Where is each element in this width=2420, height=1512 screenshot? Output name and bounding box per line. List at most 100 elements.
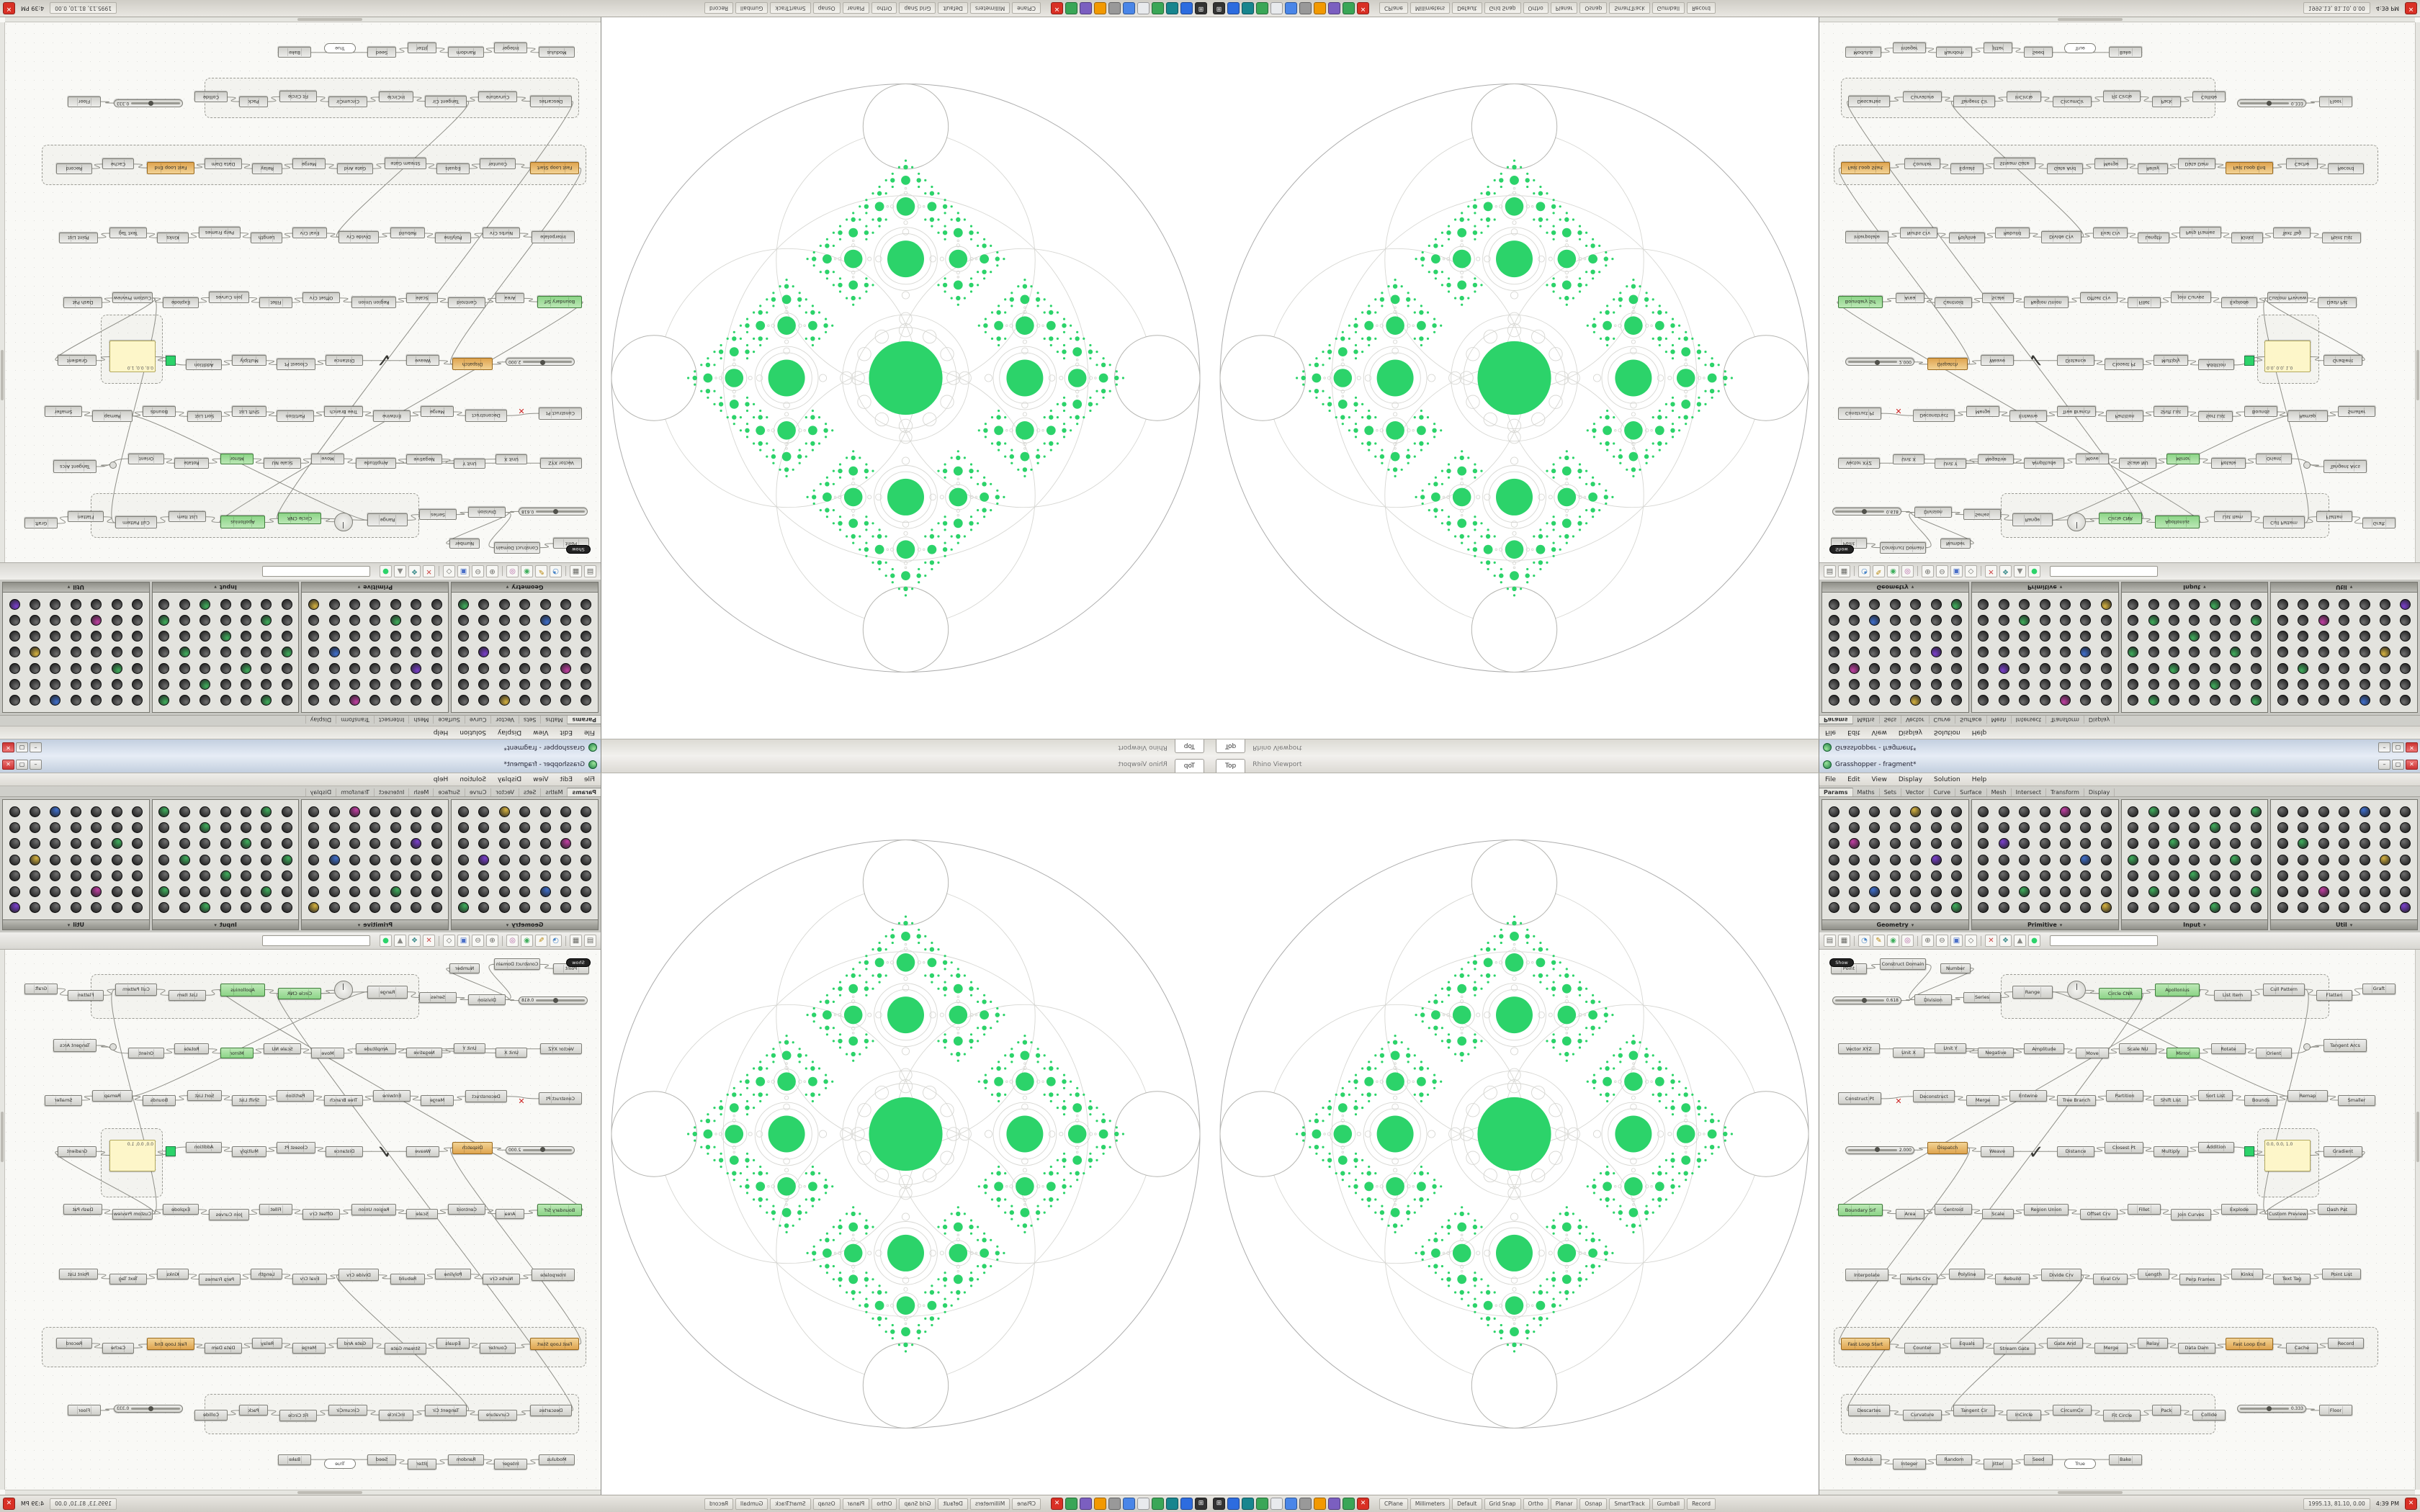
component-icon[interactable] — [2168, 599, 2179, 611]
menu-edit[interactable]: Edit — [560, 729, 573, 737]
component-icon[interactable] — [390, 901, 401, 913]
gh-node-0-618[interactable]: 0.618 — [519, 507, 588, 516]
component-icon[interactable] — [1978, 694, 1989, 706]
component-icon[interactable] — [91, 678, 102, 690]
component-icon[interactable] — [158, 662, 170, 674]
gh-node-fit-circle[interactable]: Fit Circle — [279, 91, 317, 103]
component-icon[interactable] — [2019, 870, 2030, 881]
gh-node-descartes[interactable]: Descartes — [1848, 1405, 1890, 1417]
gh-node-join-curves[interactable]: Join Curves — [2171, 1208, 2211, 1220]
component-icon[interactable] — [2148, 615, 2159, 626]
status-segment-grid-snap[interactable]: Grid Snap — [899, 1498, 936, 1510]
gh-node-polyline[interactable]: Polyline — [1949, 232, 1985, 243]
status-segment-ortho[interactable]: Ortho — [1523, 1498, 1549, 1510]
gh-node-orient[interactable]: Orient — [128, 453, 164, 464]
taskbar-icon-9[interactable] — [1343, 1498, 1355, 1510]
component-icon[interactable] — [2400, 901, 2411, 913]
gh-node-seed[interactable]: Seed — [2024, 47, 2053, 58]
taskbar-icon-10[interactable]: ✕ — [1357, 2, 1369, 14]
component-icon[interactable] — [2168, 838, 2179, 850]
gh-node-data-dam[interactable]: Data Dam — [205, 1342, 242, 1354]
component-icon[interactable] — [1998, 694, 2009, 706]
component-icon[interactable] — [200, 599, 211, 611]
component-icon[interactable] — [498, 647, 510, 658]
node-group[interactable] — [2001, 974, 2329, 1020]
toolbar-icon-9[interactable]: ◇ — [443, 935, 455, 947]
menu-view[interactable]: View — [533, 729, 549, 737]
toolbar-icon-13[interactable]: ● — [2028, 935, 2040, 947]
component-icon[interactable] — [2318, 854, 2329, 865]
component-icon[interactable] — [431, 631, 442, 642]
component-icon[interactable] — [2148, 694, 2159, 706]
status-segment-cplane[interactable]: CPlane — [1012, 2, 1041, 14]
taskbar-icon-2[interactable] — [1242, 1498, 1254, 1510]
component-icon[interactable] — [2230, 694, 2241, 706]
gh-node-gate-and[interactable]: Gate And — [337, 163, 373, 174]
component-icon[interactable] — [2209, 806, 2220, 818]
rhino-viewport[interactable] — [1210, 17, 1819, 739]
component-icon[interactable] — [2060, 662, 2071, 674]
taskbar-icon-1[interactable] — [1180, 2, 1193, 14]
component-icon[interactable] — [1930, 647, 1942, 658]
component-icon[interactable] — [2148, 647, 2159, 658]
gh-node-nurbs-crv[interactable]: Nurbs Crv — [483, 1273, 520, 1284]
gh-node-deconstruct[interactable]: Deconstruct — [1913, 1090, 1955, 1103]
taskbar-icon-0[interactable]: ⊞ — [1213, 1498, 1225, 1510]
component-icon[interactable] — [1869, 678, 1881, 690]
gh-node-list-item[interactable]: List Item — [169, 511, 206, 523]
gh-node-amplitude[interactable]: Amplitude — [356, 1043, 396, 1055]
gh-node-cache[interactable]: Cache — [102, 1342, 134, 1354]
component-icon[interactable] — [50, 806, 61, 818]
component-icon[interactable] — [2277, 838, 2288, 850]
component-icon[interactable] — [2250, 806, 2262, 818]
component-icon[interactable] — [2148, 822, 2159, 834]
component-icon[interactable] — [2318, 886, 2329, 897]
gh-node-dial[interactable] — [2067, 512, 2086, 531]
gh-node-bounds[interactable]: Bounds — [143, 406, 176, 418]
component-icon[interactable] — [308, 662, 320, 674]
component-icon[interactable] — [457, 647, 469, 658]
gh-node--[interactable]: ✕ — [1895, 1097, 1902, 1106]
gh-node-eval-crv[interactable]: Eval Crv — [2093, 228, 2128, 239]
component-icon[interactable] — [70, 870, 81, 881]
component-icon[interactable] — [2100, 838, 2112, 850]
component-icon[interactable] — [2148, 838, 2159, 850]
component-icon[interactable] — [581, 599, 592, 611]
component-icon[interactable] — [431, 615, 442, 626]
gh-node-sort-list[interactable]: Sort List — [187, 410, 222, 422]
component-icon[interactable] — [9, 901, 20, 913]
status-segment-grid-snap[interactable]: Grid Snap — [1484, 1498, 1521, 1510]
component-icon[interactable] — [411, 870, 422, 881]
tab-display[interactable]: Display — [2084, 788, 2115, 796]
component-icon[interactable] — [2339, 662, 2350, 674]
tab-transform[interactable]: Transform — [2046, 716, 2084, 724]
gh-node-entwine[interactable]: Entwine — [2009, 410, 2047, 422]
component-icon[interactable] — [2100, 662, 2112, 674]
component-icon[interactable] — [411, 615, 422, 626]
canvas-search-input[interactable] — [262, 566, 370, 577]
gh-node-partition[interactable]: Partition — [277, 410, 314, 422]
gh-node-offset-crv[interactable]: Offset Crv — [302, 1208, 340, 1220]
status-segment-millimeters[interactable]: Millimeters — [1410, 1498, 1451, 1510]
component-icon[interactable] — [50, 854, 61, 865]
component-icon[interactable] — [2298, 886, 2309, 897]
gh-node-rebuild[interactable]: Rebuild — [390, 1273, 425, 1284]
gh-node-dash-pat[interactable]: Dash Pat — [2318, 297, 2357, 308]
component-icon[interactable] — [1869, 615, 1881, 626]
component-icon[interactable] — [2230, 662, 2241, 674]
gh-node-0-618[interactable]: 0.618 — [519, 996, 588, 1005]
gh-node-closest-pt[interactable]: Closest Pt — [2105, 359, 2143, 371]
component-icon[interactable] — [50, 822, 61, 834]
component-icon[interactable] — [411, 838, 422, 850]
component-icon[interactable] — [411, 694, 422, 706]
component-icon[interactable] — [132, 662, 143, 674]
canvas-scrollbar-horizontal[interactable] — [1819, 17, 2415, 22]
component-icon[interactable] — [281, 838, 292, 850]
component-icon[interactable] — [2230, 678, 2241, 690]
gh-node-length[interactable]: Length — [251, 1269, 282, 1280]
component-icon[interactable] — [2250, 647, 2262, 658]
gh-node-distance[interactable]: Distance — [326, 1146, 363, 1157]
gh-node-shift-list[interactable]: Shift List — [232, 1094, 266, 1106]
component-icon[interactable] — [2250, 886, 2262, 897]
component-icon[interactable] — [158, 838, 170, 850]
